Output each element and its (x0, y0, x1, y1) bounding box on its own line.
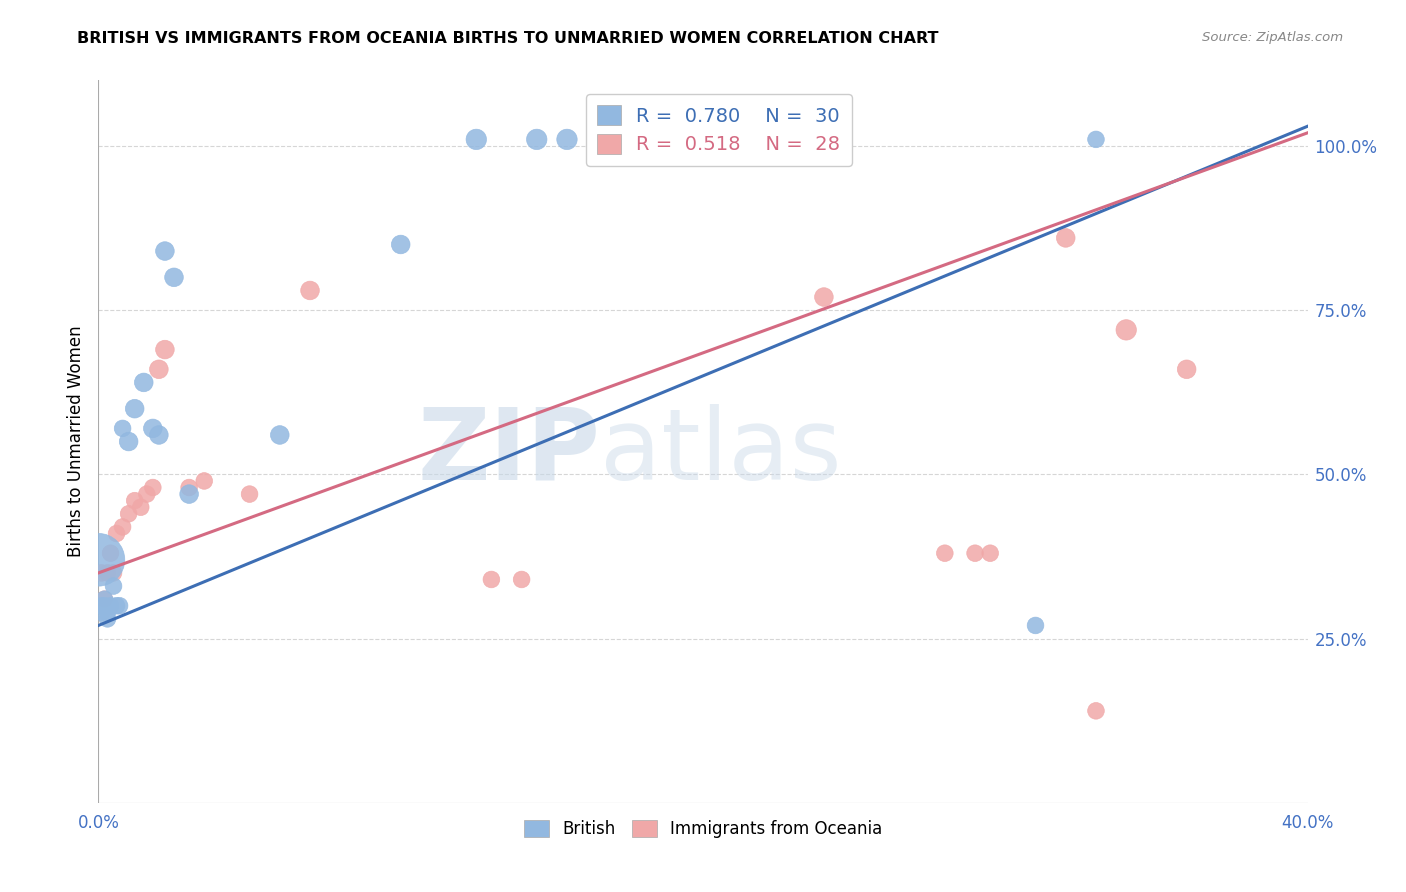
Point (153, 244, 176, 258)
Point (934, 546, 956, 560)
Point (510, 573, 533, 587)
Point (111, 520, 134, 534)
Text: Source: ZipAtlas.com: Source: ZipAtlas.com (1202, 31, 1343, 45)
Point (179, 487, 201, 501)
Point (105, 599, 128, 613)
Point (1115, 323, 1137, 337)
Point (132, 376, 155, 390)
Point (1085, 132, 1108, 146)
Point (118, 507, 141, 521)
Point (555, 132, 578, 146)
Point (142, 421, 165, 435)
Point (813, 290, 835, 304)
Text: atlas: atlas (600, 404, 842, 501)
Text: ZIP: ZIP (418, 404, 600, 501)
Point (135, 487, 157, 501)
Point (163, 270, 186, 285)
Point (269, 428, 291, 442)
Point (100, 599, 122, 613)
Point (90, 599, 112, 613)
Point (118, 434, 141, 449)
Point (481, 573, 503, 587)
Point (148, 428, 170, 442)
Point (142, 481, 165, 495)
Point (389, 237, 412, 252)
Point (96, 612, 118, 626)
Point (526, 132, 548, 146)
Point (1085, 704, 1108, 718)
Point (153, 343, 176, 357)
Point (1175, 362, 1198, 376)
Y-axis label: Births to Unmarried Women: Births to Unmarried Women (66, 326, 84, 558)
Point (1054, 231, 1077, 245)
Point (103, 579, 125, 593)
Point (586, 132, 609, 146)
Point (103, 566, 125, 580)
Point (1024, 618, 1046, 632)
Point (93, 592, 115, 607)
Point (979, 546, 1001, 560)
Point (148, 362, 170, 376)
Point (124, 401, 146, 416)
Point (616, 132, 638, 146)
Point (96, 566, 118, 580)
Point (93, 592, 115, 607)
Point (647, 132, 669, 146)
Point (105, 526, 128, 541)
Point (96, 605, 118, 619)
Point (111, 421, 134, 435)
Point (100, 546, 122, 560)
Point (90, 605, 112, 619)
Point (239, 487, 262, 501)
Point (93, 599, 115, 613)
Point (965, 546, 987, 560)
Point (299, 284, 322, 298)
Legend: British, Immigrants from Oceania: British, Immigrants from Oceania (517, 814, 889, 845)
Point (90, 566, 112, 580)
Point (129, 500, 152, 515)
Point (87, 553, 110, 567)
Point (193, 474, 215, 488)
Point (179, 481, 201, 495)
Point (108, 599, 131, 613)
Point (465, 132, 488, 146)
Text: BRITISH VS IMMIGRANTS FROM OCEANIA BIRTHS TO UNMARRIED WOMEN CORRELATION CHART: BRITISH VS IMMIGRANTS FROM OCEANIA BIRTH… (77, 31, 939, 46)
Point (124, 493, 146, 508)
